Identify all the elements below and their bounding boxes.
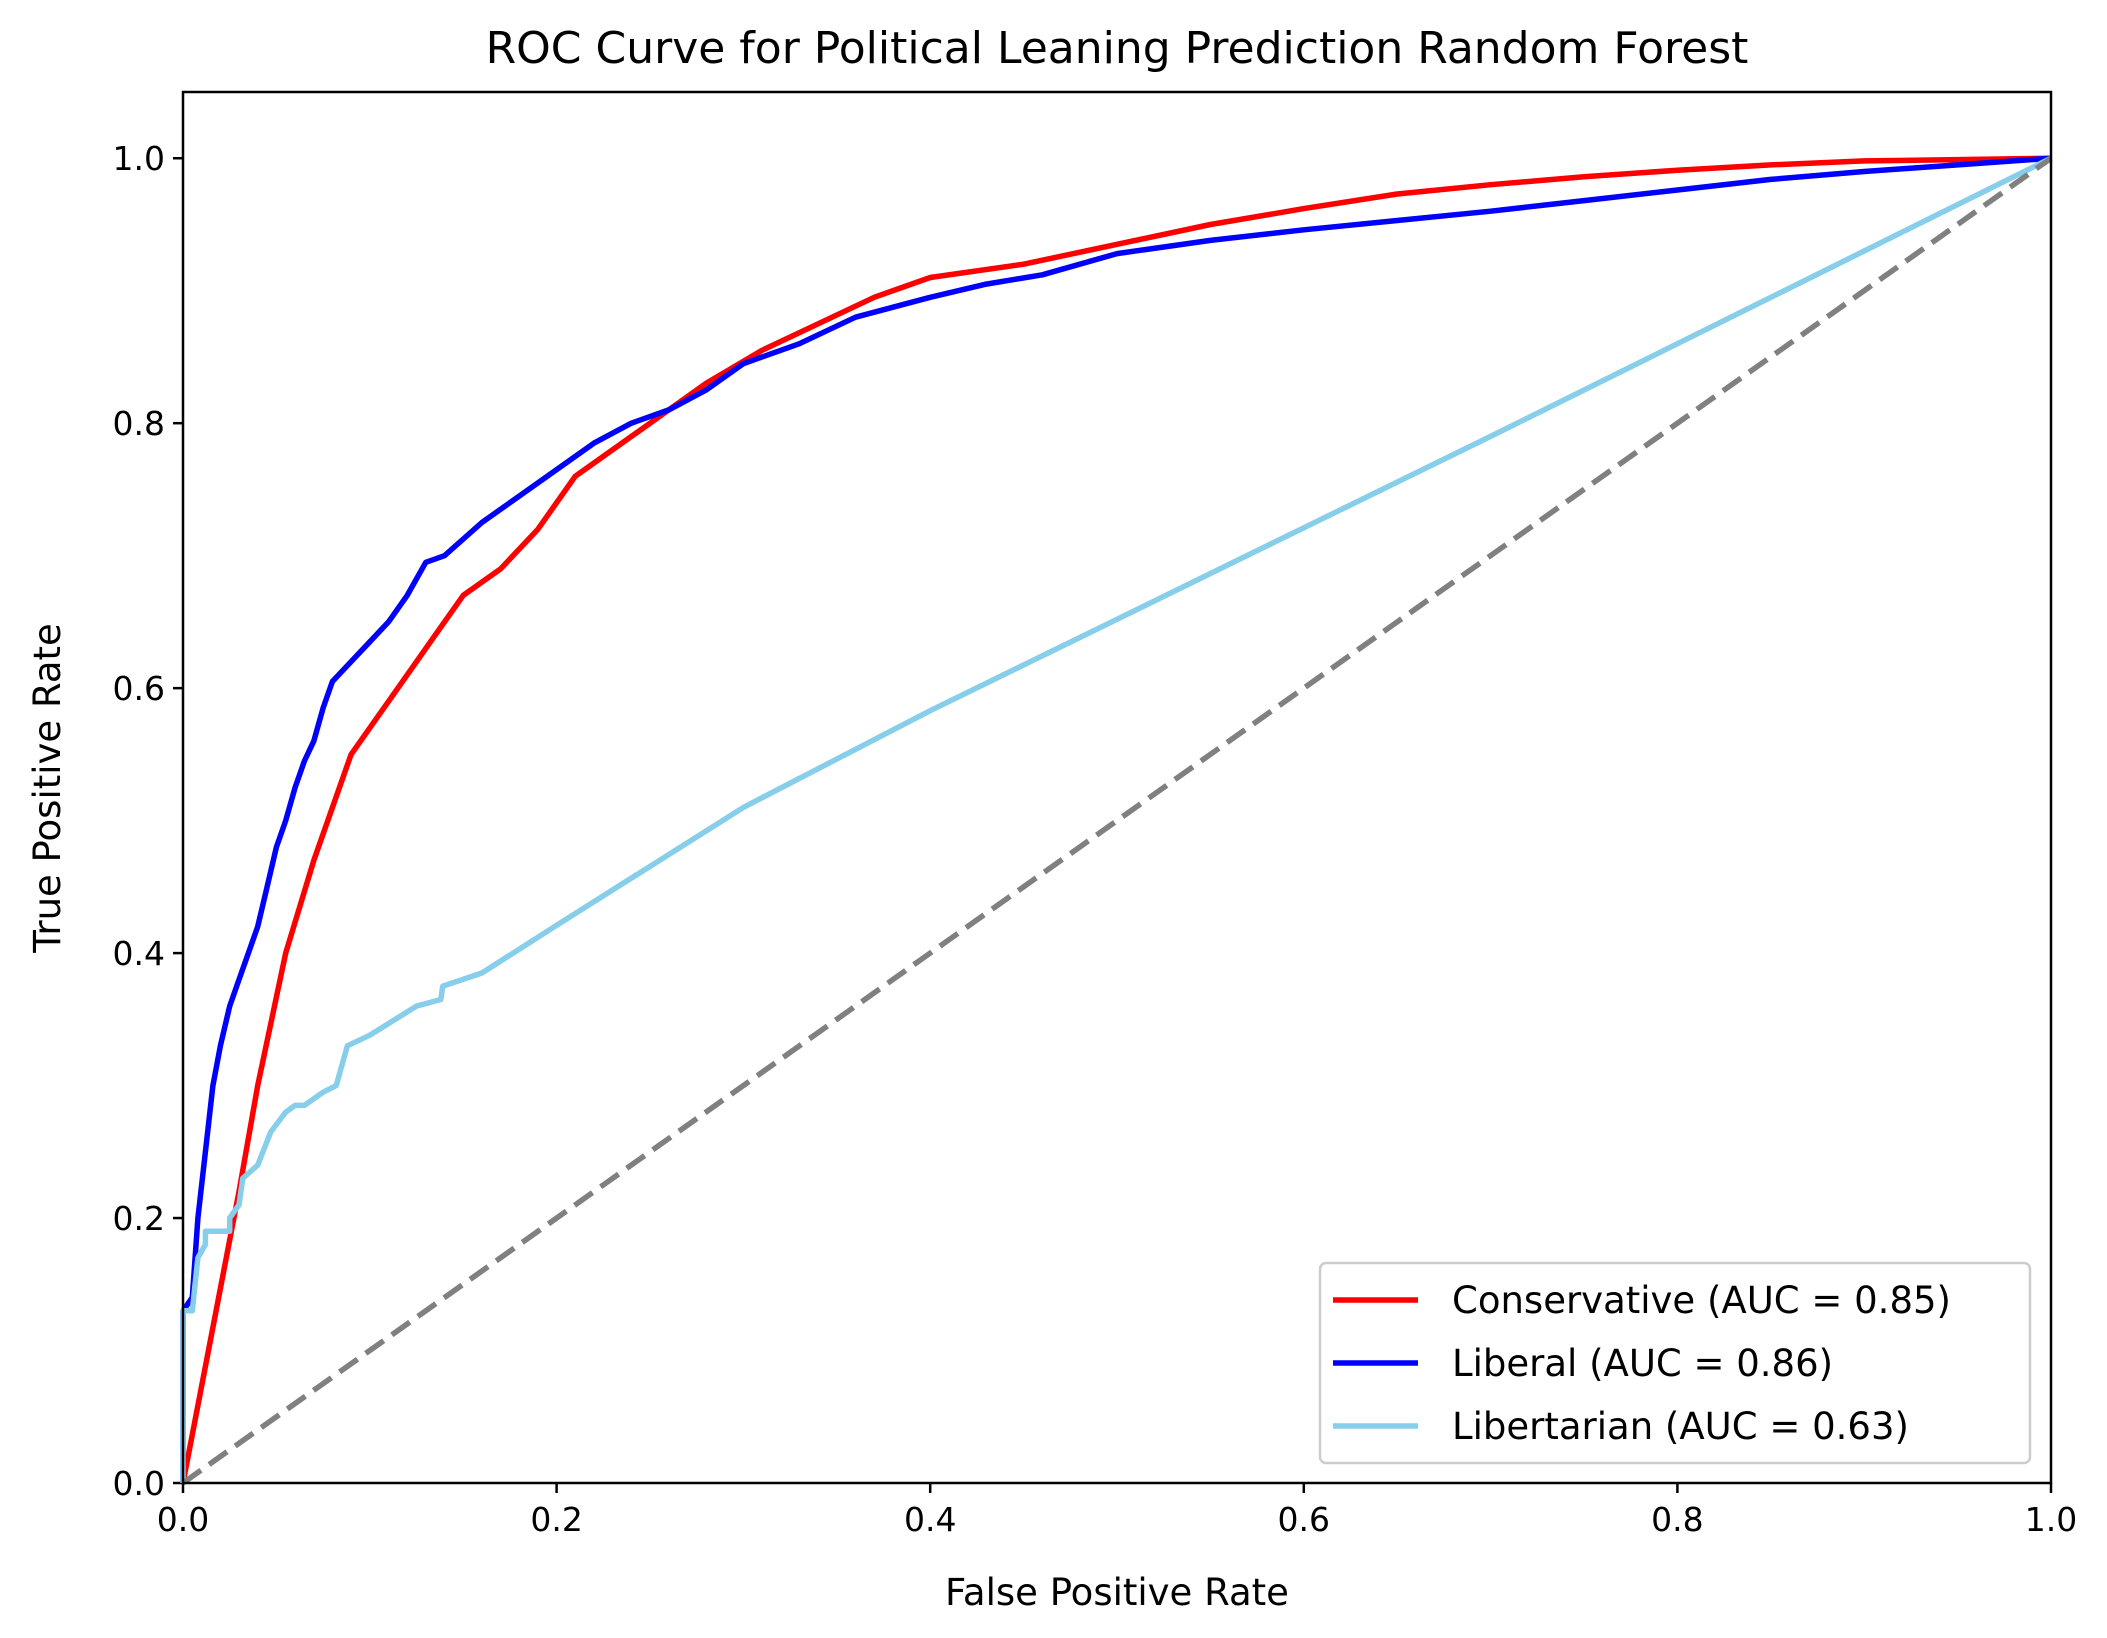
x-axis-label: False Positive Rate — [945, 1571, 1289, 1614]
plot-frame — [181, 90, 2053, 1485]
y-tick-label: 0.0 — [113, 1464, 165, 1503]
chart-title: ROC Curve for Political Leaning Predicti… — [486, 23, 1749, 74]
y-tick-label: 0.2 — [113, 1199, 165, 1238]
y-tick-label: 0.8 — [113, 404, 165, 443]
legend-box — [1318, 1261, 2032, 1465]
legend-entry-label: Conservative (AUC = 0.85) — [1452, 1279, 1951, 1322]
x-tick-label: 0.8 — [1651, 1500, 1703, 1539]
x-axis-ticks: 0.0 0.2 0.4 0.6 0.8 1.0 — [157, 1483, 2077, 1539]
y-tick-label: 1.0 — [113, 139, 165, 178]
series-line-2 — [180, 155, 2053, 1483]
y-axis-label: True Positive Rate — [26, 623, 69, 954]
series-line-1 — [180, 155, 2052, 1483]
plot-area — [180, 155, 2053, 1486]
x-tick-label: 1.0 — [2025, 1500, 2077, 1539]
series-line-0 — [180, 155, 2052, 1484]
legend-entry-label: Libertarian (AUC = 0.63) — [1452, 1405, 1909, 1448]
x-tick-label: 0.2 — [530, 1500, 582, 1539]
y-axis-ticks: 0.0 0.2 0.4 0.6 0.8 1.0 — [113, 139, 183, 1503]
chance-diagonal-line — [181, 155, 2053, 1486]
y-tick-label: 0.6 — [113, 669, 165, 708]
legend: Conservative (AUC = 0.85) Liberal (AUC = … — [1318, 1261, 2032, 1465]
x-tick-label: 0.0 — [157, 1500, 209, 1539]
y-tick-label: 0.4 — [113, 934, 165, 973]
x-tick-label: 0.6 — [1278, 1500, 1330, 1539]
x-tick-label: 0.4 — [904, 1500, 956, 1539]
legend-entry-label: Liberal (AUC = 0.86) — [1452, 1342, 1833, 1385]
